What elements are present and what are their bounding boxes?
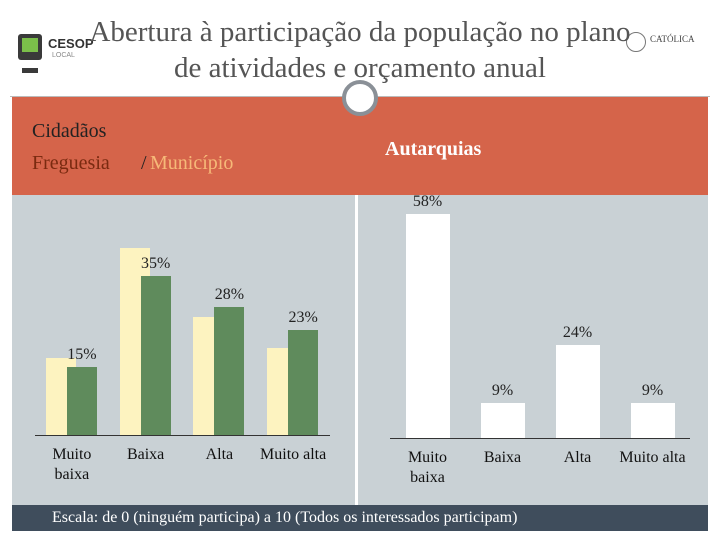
- value-label: 15%: [67, 345, 97, 363]
- logo-text: CESOP: [48, 36, 94, 51]
- ornament: [342, 80, 378, 116]
- value-label: 23%: [288, 309, 318, 327]
- footer: Escala: de 0 (ninguém participa) a 10 (T…: [12, 505, 708, 531]
- bar: [288, 330, 319, 435]
- bar: [630, 403, 675, 438]
- logo-seal: [626, 32, 646, 52]
- value-label: 28%: [214, 286, 245, 304]
- legend-entry: Município: [150, 152, 234, 174]
- x-tick-label: Baixa: [483, 449, 522, 466]
- value-label: 24%: [562, 324, 593, 342]
- x-axis: [390, 438, 690, 439]
- bar: [405, 213, 450, 438]
- x-tick-label: Muito alta: [619, 449, 686, 466]
- logo-subtext: LOCAL: [52, 52, 75, 59]
- logo-right-text: CATÓLICA: [650, 34, 695, 44]
- value-label: 9%: [491, 382, 514, 400]
- bar: [66, 366, 97, 435]
- x-tick-label: Muito baixa: [407, 449, 448, 486]
- legend-entry: Freguesia: [32, 152, 110, 174]
- x-tick-label: Baixa: [126, 446, 165, 463]
- bar: [140, 275, 171, 435]
- value-label: 58%: [412, 192, 443, 210]
- bar: [480, 403, 525, 438]
- value-label: 35%: [140, 254, 171, 272]
- chart-title: Cidadãos: [32, 120, 107, 142]
- slide-title: Abertura à participação da população no …: [89, 16, 631, 84]
- logo-icon-inner: [22, 38, 38, 52]
- x-tick-label: Alta: [563, 449, 592, 466]
- x-axis: [35, 435, 330, 436]
- divider: [355, 195, 358, 505]
- legend-separator: /: [141, 152, 147, 174]
- chart-title: Autarquias: [385, 138, 482, 160]
- x-tick-label: Muito baixa: [52, 446, 92, 483]
- logo-bar: [22, 68, 38, 73]
- value-label: 9%: [641, 382, 664, 400]
- bar: [214, 307, 245, 435]
- x-tick-label: Alta: [205, 446, 234, 463]
- x-tick-label: Muito alta: [260, 446, 327, 463]
- bar: [555, 345, 600, 438]
